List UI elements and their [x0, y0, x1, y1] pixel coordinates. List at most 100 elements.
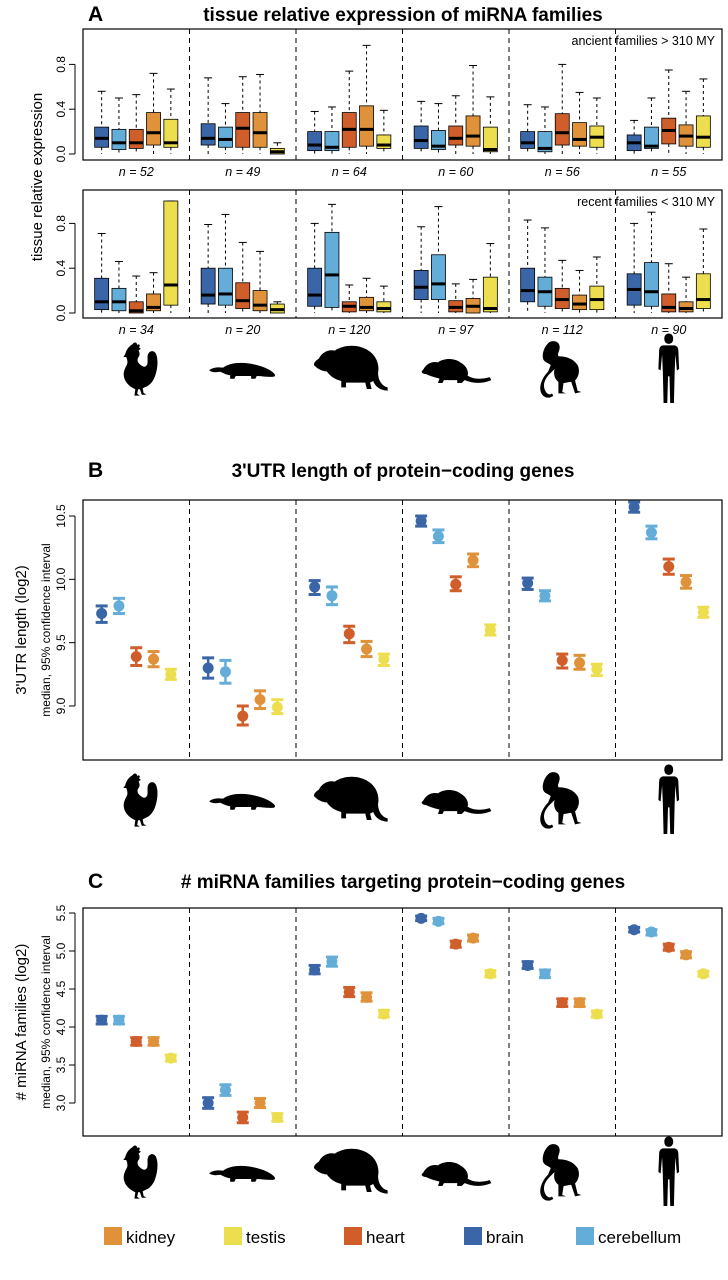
median-point-kidney: [361, 991, 373, 1003]
box-kidney: [678, 301, 694, 313]
median-point-cerebellum: [113, 600, 125, 612]
n-label: n = 97: [438, 323, 474, 337]
median-point-heart: [450, 578, 462, 590]
chicken-silhouette-icon: [123, 342, 158, 396]
median-point-brain: [522, 959, 534, 971]
y-tick-label: 3.5: [54, 1056, 68, 1073]
box-testis: [376, 301, 392, 313]
platypus-silhouette-icon: [209, 1165, 276, 1182]
y-tick-label: 9.0: [54, 697, 68, 714]
y-tick-label: 5.5: [54, 904, 68, 921]
n-label: n = 56: [545, 165, 580, 179]
platypus-silhouette-icon: [209, 793, 276, 810]
y-axis-title: # miRNA families (log2): [13, 944, 30, 1101]
box-testis: [589, 285, 605, 311]
box-brain: [94, 277, 110, 311]
legend-label: cerebellum: [598, 1228, 681, 1247]
median-point-testis: [697, 968, 709, 980]
median-point-testis: [484, 624, 496, 636]
box-cerebellum: [431, 254, 446, 300]
median-point-cerebellum: [326, 590, 338, 602]
median-point-brain: [202, 1097, 214, 1109]
box-kidney: [146, 112, 161, 146]
median-point-heart: [237, 710, 249, 722]
C-y-axis: 3.0 3.5 4.0 4.5 5.0 5.5: [54, 904, 76, 1111]
opossum-silhouette-icon: [313, 776, 388, 822]
box-brain: [413, 270, 429, 300]
n-label: n = 90: [651, 323, 686, 337]
median-point-brain: [309, 581, 321, 593]
median-point-kidney: [254, 694, 266, 706]
box-brain: [413, 125, 429, 149]
opossum-silhouette-icon: [313, 1148, 388, 1194]
median-point-testis: [591, 1008, 603, 1020]
median-point-kidney: [361, 643, 373, 655]
median-point-kidney: [680, 949, 692, 961]
n-label: n = 60: [438, 165, 473, 179]
median-point-kidney: [467, 554, 479, 566]
median-point-testis: [378, 1008, 390, 1020]
box-testis: [695, 115, 711, 148]
median-point-heart: [343, 628, 355, 640]
box-brain: [520, 267, 536, 303]
box-testis: [163, 118, 179, 148]
box-cerebellum: [537, 131, 553, 153]
macaque-silhouette-icon: [540, 1144, 582, 1201]
legend: kidney testis heart brain cerebellum: [104, 1227, 681, 1247]
y-axis-subtitle: median, 95% confidence interval: [39, 935, 53, 1108]
panel-title: 3'UTR length of protein−coding genes: [232, 461, 575, 482]
median-point-brain: [202, 662, 214, 674]
y-tick-label: 9.5: [54, 634, 68, 651]
n-label: n = 52: [119, 165, 154, 179]
y-tick-label: 0.4: [54, 260, 68, 277]
box-cerebellum: [218, 126, 233, 148]
median-point-brain: [309, 964, 321, 976]
A-ancient-y-axis: 0.0 0.4 0.8: [54, 56, 76, 162]
median-point-testis: [697, 606, 709, 618]
human-silhouette-icon: [658, 764, 680, 835]
box-heart: [448, 125, 464, 146]
box-cerebellum: [111, 287, 127, 312]
y-axis-subtitle: median, 95% confidence interval: [39, 543, 53, 716]
y-tick-label: 0.0: [54, 145, 68, 162]
y-tick-label: 5.0: [54, 942, 68, 959]
legend-label: heart: [366, 1228, 405, 1247]
box-cerebellum: [111, 128, 127, 150]
panel-title: # miRNA families targeting protein−codin…: [181, 872, 625, 893]
chicken-silhouette-icon: [123, 1145, 158, 1199]
n-label: n = 112: [542, 323, 583, 337]
median-point-cerebellum: [113, 1014, 125, 1026]
median-point-kidney: [148, 653, 160, 665]
chicken-silhouette-icon: [123, 773, 158, 827]
n-label: n = 34: [119, 323, 154, 337]
A-recent-y-axis: 0.0 0.4 0.8: [54, 215, 76, 321]
box-brain: [520, 131, 536, 149]
panel-letter: C: [88, 870, 103, 893]
box-testis: [163, 200, 179, 306]
box-cerebellum: [324, 231, 340, 308]
median-point-testis: [271, 701, 283, 713]
box-testis: [482, 126, 498, 153]
legend-label: kidney: [126, 1228, 176, 1247]
median-point-testis: [271, 1111, 283, 1123]
median-point-heart: [237, 1111, 249, 1123]
box-brain: [307, 131, 323, 152]
box-testis: [695, 273, 711, 309]
box-kidney: [465, 115, 481, 147]
median-point-heart: [663, 941, 675, 953]
n-label: n = 55: [651, 165, 686, 179]
y-tick-label: 0.4: [54, 101, 68, 118]
box-testis: [482, 276, 498, 313]
box-kidney: [252, 112, 268, 148]
subpanel-label: recent families < 310 MY: [577, 195, 716, 209]
subpanel-label: ancient families > 310 MY: [572, 34, 716, 48]
median-point-testis: [484, 968, 496, 980]
median-point-heart: [450, 938, 462, 950]
B-y-axis: 9.0 9.5 10.0 10.5: [54, 504, 76, 714]
y-tick-label: 0.8: [54, 215, 68, 232]
legend-label: testis: [246, 1228, 286, 1247]
box-heart: [235, 112, 251, 148]
median-point-testis: [378, 653, 390, 665]
y-tick-label: 3.0: [54, 1094, 68, 1111]
